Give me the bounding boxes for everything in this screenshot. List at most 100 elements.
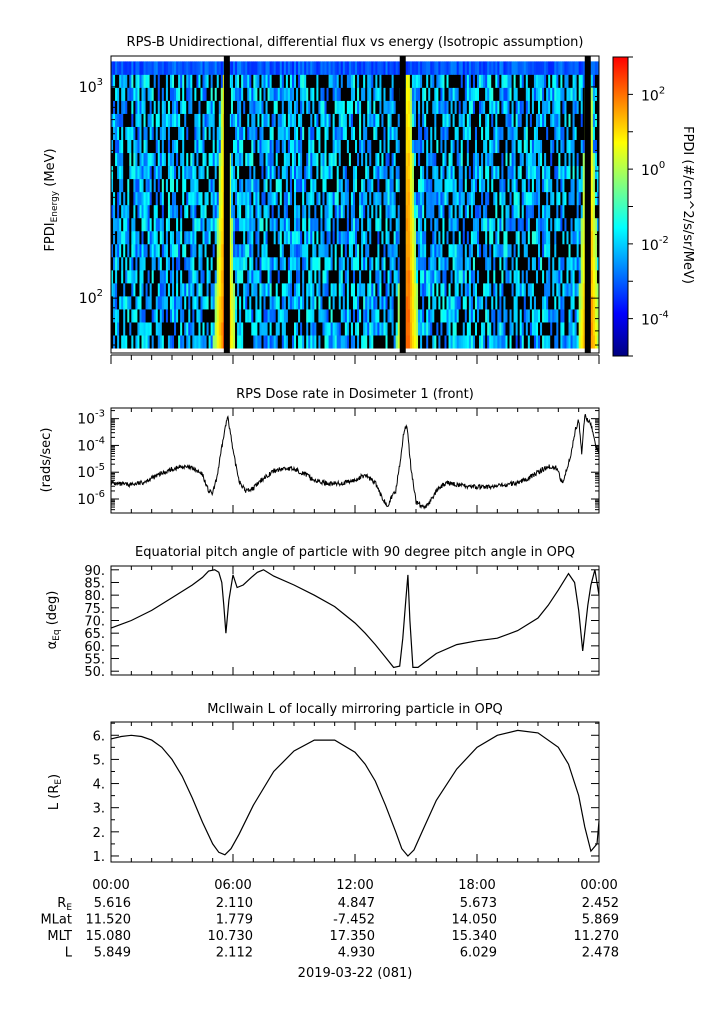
spectrogram-cell xyxy=(117,87,120,101)
spectrogram-cell xyxy=(139,217,142,232)
spectrogram-cell xyxy=(186,322,189,336)
spectrogram-cell xyxy=(123,256,126,271)
spectrogram-cell xyxy=(373,152,376,167)
spectrogram-cell xyxy=(533,152,537,167)
spectrogram-cell xyxy=(493,100,496,114)
spectrogram-cell xyxy=(527,230,531,245)
spectrogram-cell xyxy=(220,139,224,154)
spectrogram-cell xyxy=(261,100,264,114)
spectrogram-cell xyxy=(113,152,116,167)
spectrogram-cell xyxy=(271,100,275,114)
spectrogram-cell xyxy=(580,309,584,323)
spectrogram-cell xyxy=(218,295,222,310)
spectrogram-cell xyxy=(409,269,413,284)
spectrogram-cell xyxy=(428,100,431,114)
spectrogram-cell xyxy=(454,269,458,284)
spectrogram-cell xyxy=(129,295,132,310)
spectrogram-cell xyxy=(316,191,319,206)
spectrogram-cell xyxy=(174,256,177,271)
spectrogram-cell xyxy=(564,87,567,101)
spectrogram-cell xyxy=(558,87,561,101)
spectrogram-cell xyxy=(228,243,232,258)
spectrogram-cell xyxy=(342,152,346,167)
spectrogram-cell xyxy=(212,191,216,206)
spectrogram-cell xyxy=(186,74,189,88)
spectrogram-cell xyxy=(582,139,586,154)
spectrogram-cell xyxy=(141,256,144,271)
spectrogram-cell xyxy=(470,100,474,114)
spectrogram-cell xyxy=(497,309,500,323)
spectrogram-cell xyxy=(214,87,218,101)
spectrogram-cell xyxy=(405,256,409,271)
spectrogram-cell xyxy=(527,113,531,127)
spectrogram-cell xyxy=(430,243,433,258)
spectrogram-cell xyxy=(430,217,433,232)
spectrogram-cell xyxy=(202,282,205,297)
spectrogram-cell xyxy=(582,178,586,193)
spectrogram-cell xyxy=(139,152,142,167)
spectrogram-cell xyxy=(127,139,130,154)
spectrogram-cell xyxy=(383,139,386,154)
spectrogram-cell xyxy=(123,191,126,206)
spectrogram-cell xyxy=(267,113,270,127)
spectrogram-cell xyxy=(287,322,291,336)
spectrogram-cell xyxy=(312,87,315,101)
spectrogram-cell xyxy=(434,230,437,245)
spectrogram-cell xyxy=(239,217,242,232)
spectrogram-cell xyxy=(592,100,596,114)
spectrogram-cell xyxy=(165,204,169,219)
spectrogram-cell xyxy=(239,87,242,101)
spectrogram-cell xyxy=(418,113,421,127)
spectrogram-cell xyxy=(271,204,275,219)
spectrogram-cell xyxy=(448,230,451,245)
spectrogram-cell xyxy=(497,87,500,101)
spectrogram-cell xyxy=(359,74,362,88)
spectrogram-cell xyxy=(296,282,299,297)
spectrogram-cell xyxy=(346,243,350,258)
spectrogram-cell xyxy=(397,204,401,219)
spectrogram-cell xyxy=(546,87,549,101)
spectrogram-cell xyxy=(462,178,466,193)
spectrogram-cell xyxy=(489,269,492,284)
spectrogram-cell xyxy=(426,113,429,127)
spectrogram-cell xyxy=(322,230,325,245)
spectrogram-cell xyxy=(269,295,273,310)
spectrogram-cell xyxy=(253,256,256,271)
spectrogram-cell xyxy=(385,256,388,271)
spectrogram-cell xyxy=(428,165,431,180)
spectrogram-cell xyxy=(176,243,179,258)
spectrogram-cell xyxy=(564,191,567,206)
spectrogram-cell xyxy=(298,282,301,297)
spectrogram-cell xyxy=(515,126,519,140)
spectrogram-cell xyxy=(145,191,148,206)
spectrogram-cell xyxy=(477,217,480,232)
spectrogram-cell xyxy=(253,335,256,349)
spectrogram-cell xyxy=(184,126,187,140)
spectrogram-cell xyxy=(202,126,205,140)
spectrogram-cell xyxy=(594,256,598,271)
spectrogram-cell xyxy=(464,139,468,154)
spectrogram-cell xyxy=(365,87,368,101)
spectrogram-cell xyxy=(546,152,549,167)
spectrogram-cell xyxy=(466,139,470,154)
spectrogram-cell xyxy=(334,74,338,88)
spectrogram-cell xyxy=(115,100,118,114)
spectrogram-cell xyxy=(424,309,427,323)
spectrogram-cell xyxy=(489,322,492,336)
spectrogram-cell xyxy=(525,87,529,101)
spectrogram-cell xyxy=(184,178,187,193)
spectrogram-cell xyxy=(580,165,584,180)
spectrogram-cell xyxy=(204,74,207,88)
spectrogram-cell xyxy=(493,295,496,310)
spectrogram-cell xyxy=(275,87,279,101)
spectrogram-cell xyxy=(422,256,425,271)
spectrogram-cell xyxy=(214,74,218,88)
spectrogram-cell xyxy=(271,87,275,101)
spectrogram-cell xyxy=(206,269,209,284)
spectrogram-cell xyxy=(316,230,319,245)
spectrogram-cell xyxy=(159,204,163,219)
spectrogram-cell xyxy=(460,322,464,336)
spectrogram-cell xyxy=(481,191,484,206)
spectrogram-cell xyxy=(570,126,573,140)
spectrogram-cell xyxy=(163,295,167,310)
